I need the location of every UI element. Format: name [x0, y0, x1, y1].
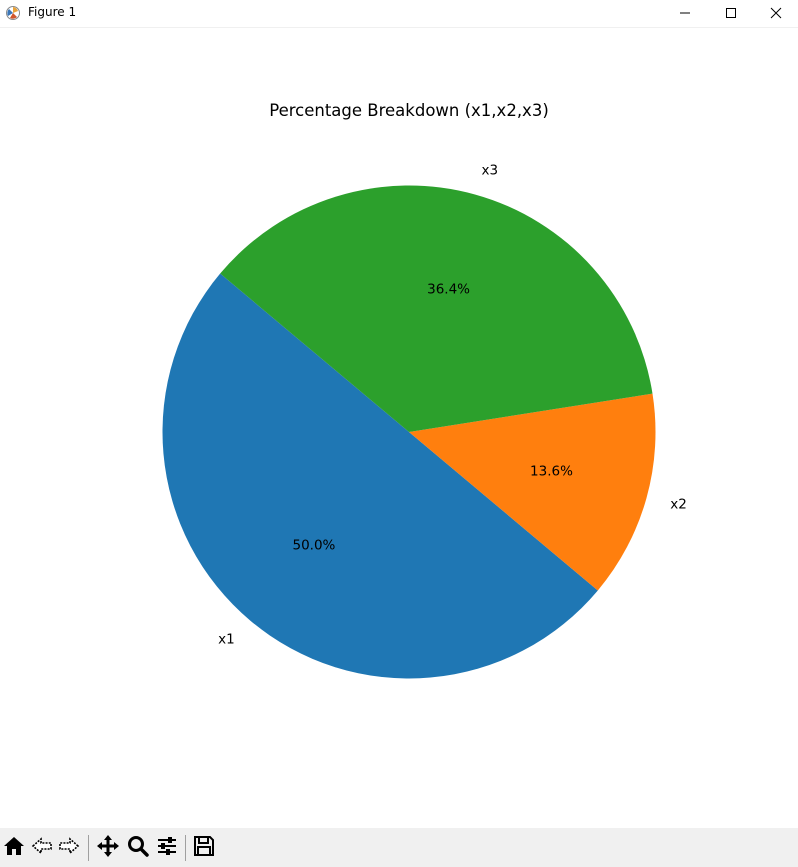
- minimize-icon: [679, 4, 691, 23]
- slice-label-x2: x2: [670, 497, 687, 513]
- back-button[interactable]: [28, 833, 56, 863]
- maximize-button[interactable]: [708, 0, 754, 27]
- pan-icon: [96, 834, 120, 862]
- matplotlib-icon: [5, 5, 21, 21]
- pie-chart: Percentage Breakdown (x1,x2,x3) x1 50.0% x…: [162, 101, 687, 679]
- slice-label-x3: x3: [482, 163, 499, 179]
- toolbar-separator: [185, 835, 186, 861]
- configure-subplots-icon: [155, 834, 179, 862]
- forward-button[interactable]: [55, 833, 83, 863]
- zoom-button[interactable]: [124, 833, 152, 863]
- home-icon: [2, 834, 26, 862]
- slice-percent-x3: 36.4%: [427, 281, 470, 297]
- slice-percent-x2: 13.6%: [530, 464, 573, 480]
- save-icon: [192, 834, 216, 862]
- navigation-toolbar: [0, 828, 798, 867]
- back-arrow-icon: [30, 834, 54, 862]
- home-button[interactable]: [0, 833, 28, 863]
- minimize-button[interactable]: [662, 0, 708, 27]
- close-button[interactable]: [753, 0, 798, 27]
- window-titlebar: Figure 1: [0, 0, 798, 28]
- toolbar-separator: [88, 835, 89, 861]
- slice-percent-x1: 50.0%: [292, 537, 335, 553]
- close-icon: [770, 4, 782, 23]
- save-button[interactable]: [190, 833, 218, 863]
- slice-label-x1: x1: [218, 632, 235, 648]
- configure-subplots-button[interactable]: [153, 833, 181, 863]
- pan-button[interactable]: [94, 833, 122, 863]
- figure-canvas: Percentage Breakdown (x1,x2,x3) x1 50.0% x…: [0, 28, 798, 828]
- zoom-icon: [126, 834, 150, 862]
- forward-arrow-icon: [57, 834, 81, 862]
- chart-title: Percentage Breakdown (x1,x2,x3): [269, 101, 549, 120]
- pie-slice-x1: [162, 273, 598, 679]
- pie-slice-x3: [220, 185, 653, 432]
- window-title: Figure 1: [28, 5, 77, 19]
- maximize-icon: [725, 4, 737, 23]
- pie-slice-x2: [409, 393, 656, 591]
